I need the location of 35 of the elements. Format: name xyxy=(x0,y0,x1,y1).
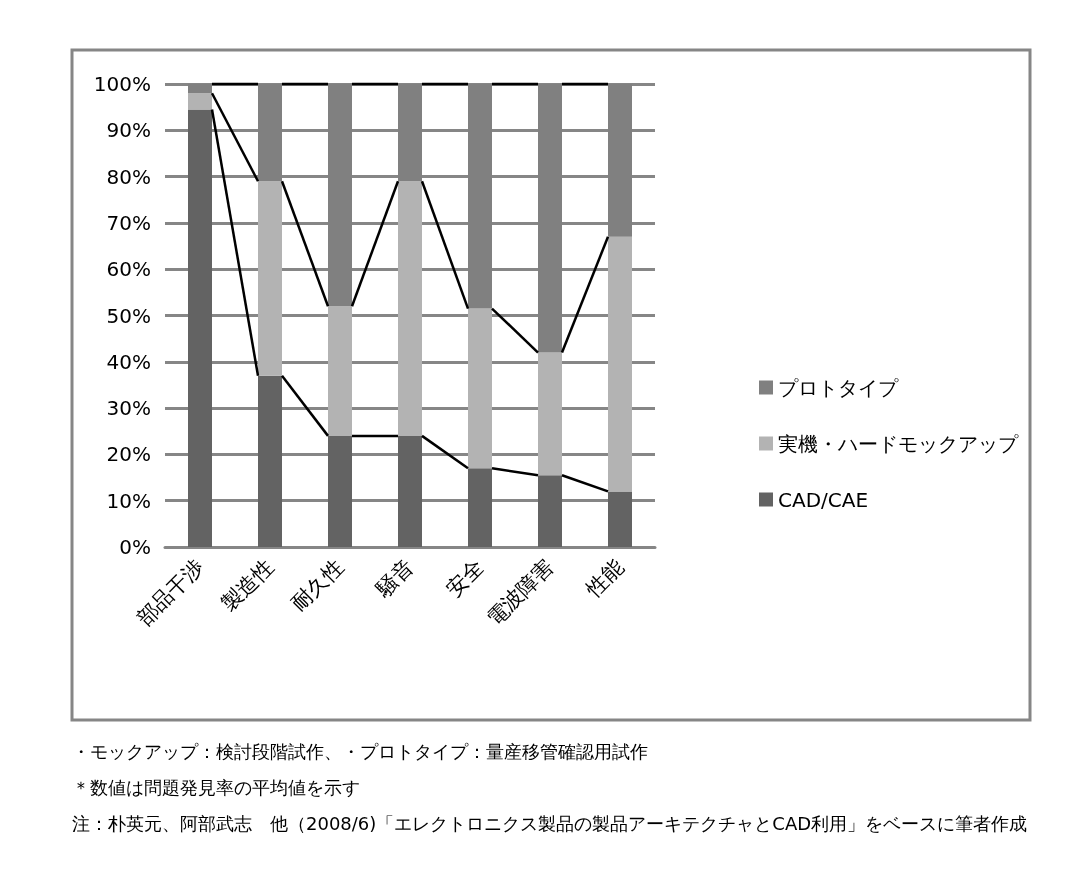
y-tick-label: 30% xyxy=(106,396,151,421)
bar xyxy=(398,435,422,547)
y-tick-label: 40% xyxy=(106,349,151,374)
legend-label: 実機・ハードモックアップ xyxy=(778,431,1019,456)
y-tick-label: 60% xyxy=(106,257,151,282)
y-tick-label: 80% xyxy=(106,164,151,189)
y-tick-label: 50% xyxy=(106,303,151,328)
bar xyxy=(258,375,282,547)
x-tick-label: 耐久性 xyxy=(286,554,349,617)
y-tick-label: 70% xyxy=(106,210,151,235)
y-tick-label: 100% xyxy=(93,72,151,96)
y-tick-label: 10% xyxy=(106,488,151,513)
x-tick-label: 製造性 xyxy=(216,554,279,617)
bar xyxy=(258,181,282,376)
y-tick-label: 90% xyxy=(106,118,151,143)
legend-label: CAD/CAE xyxy=(778,487,869,512)
legend-label: プロトタイプ xyxy=(778,375,899,400)
bar xyxy=(328,306,352,436)
bar xyxy=(188,93,212,110)
y-tick-label: 20% xyxy=(106,442,151,467)
bar xyxy=(608,236,632,492)
bar xyxy=(468,308,492,469)
x-tick-label: 性能 xyxy=(581,554,629,602)
bar xyxy=(398,181,422,436)
bar xyxy=(538,475,562,547)
bar xyxy=(468,468,492,547)
text: ・モックアップ：検討段階試作、・プロトタイプ：量産移管確認用試作 xyxy=(72,740,648,762)
bar xyxy=(538,352,562,476)
text: 注：朴英元、阿部武志 他（2008/6)「エレクトロニクス製品の製品アーキテクチャとCAD利用」をベースに筆者作成 xyxy=(72,812,1028,834)
x-tick-label: 安全 xyxy=(441,554,489,602)
bar xyxy=(188,109,212,547)
text: ＊数値は問題発見率の平均値を示す xyxy=(72,776,360,798)
bar xyxy=(608,491,632,547)
x-tick-label: 騒音 xyxy=(371,554,419,602)
bar xyxy=(328,435,352,547)
